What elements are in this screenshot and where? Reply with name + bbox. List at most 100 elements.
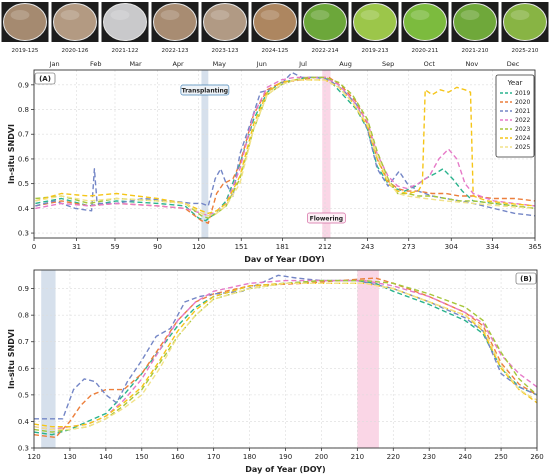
y-tick-label: 0.8: [18, 312, 29, 320]
legend-label-2023: 2023: [515, 126, 530, 133]
photo-dish: [303, 3, 347, 41]
y-tick-label: 0.3: [18, 230, 29, 238]
photo-highlight: [110, 10, 130, 20]
annotation-transplanting: Transplanting: [182, 88, 228, 95]
legend-label-2020: 2020: [515, 99, 530, 106]
photo-date-label: 2021-122: [112, 48, 139, 54]
series-line-2021: [34, 274, 538, 420]
series-line-2020: [33, 277, 538, 439]
plot-frame: [33, 269, 538, 449]
chart-a: 0 31 59 90 120 151 181 212 243 273 304 334 365 0.3 0.4…: [7, 60, 542, 262]
photo-dish: [3, 3, 47, 41]
y-tick-label: 0.5: [18, 391, 29, 399]
y-tick-label: 0.8: [18, 106, 29, 114]
month-label: Apr: [172, 60, 184, 68]
x-tick-label: 365: [528, 243, 541, 251]
month-label: Feb: [90, 60, 102, 68]
legend-label-2021: 2021: [515, 108, 530, 115]
y-tick-label: 0.3: [18, 445, 29, 453]
x-axis-title: Day of Year (DOY): [244, 255, 324, 262]
x-tick-label: 230: [423, 453, 436, 461]
annotation-box: [180, 84, 230, 96]
photo-highlight: [160, 10, 180, 20]
series-line-2024: [35, 79, 536, 214]
photo-highlight: [460, 10, 480, 20]
y-tick-label: 0.4: [18, 418, 30, 426]
y-tick-label: 0.9: [18, 285, 29, 293]
photo-dish: [503, 3, 547, 41]
month-label: Oct: [424, 60, 436, 68]
photo-highlight: [310, 10, 330, 20]
x-tick-label: 140: [99, 453, 112, 461]
x-tick-label: 210: [351, 453, 364, 461]
photo-dish: [353, 3, 397, 41]
photo-dish: [53, 3, 97, 41]
x-tick-label: 220: [387, 453, 400, 461]
photo-date-label: 2020-126: [62, 48, 89, 54]
legend-box: [495, 74, 535, 158]
x-tick-label: 160: [171, 453, 184, 461]
month-label: Jul: [298, 60, 307, 68]
month-label: Nov: [466, 60, 479, 68]
y-axis-title: In-situ SNDVI: [7, 329, 16, 389]
x-tick-label: 273: [402, 243, 415, 251]
annotation-box: [307, 212, 346, 224]
photo-dish: [253, 3, 297, 41]
x-tick-label: 181: [276, 243, 289, 251]
x-tick-label: 151: [235, 243, 248, 251]
month-label: Aug: [339, 60, 352, 68]
y-tick-label: 0.7: [18, 338, 29, 346]
y-tick-label: 0.4: [18, 205, 30, 213]
x-tick-label: 334: [486, 243, 500, 251]
legend-title: Year: [507, 79, 523, 87]
photo-highlight: [60, 10, 80, 20]
highlight-band: [322, 70, 331, 238]
x-tick-label: 243: [361, 243, 374, 251]
plot-frame: [33, 69, 536, 239]
photo-highlight: [210, 10, 230, 20]
x-tick-label: 240: [458, 453, 471, 461]
photo-highlight: [10, 10, 30, 20]
x-tick-label: 190: [279, 453, 292, 461]
month-label: Jun: [256, 60, 267, 68]
month-label: May: [213, 60, 227, 68]
x-tick-label: 260: [530, 453, 543, 461]
legend-label-2025: 2025: [515, 144, 530, 151]
panel-tag: (A): [39, 75, 51, 83]
field-photo-strip: 2019-125 2020-126 2021-122 2022-123 2023-123…: [1, 2, 549, 54]
highlight-band: [201, 70, 209, 238]
photo-highlight: [360, 10, 380, 20]
y-tick-label: 0.6: [18, 365, 30, 373]
photo-date-label: 2019-213: [362, 48, 389, 54]
month-label: Mar: [129, 60, 142, 68]
legend-label-2022: 2022: [515, 117, 530, 124]
photo-date-label: 2019-125: [12, 48, 39, 54]
x-axis-title: Day of Year (DOY): [245, 465, 325, 474]
photo-dish: [103, 3, 147, 41]
photo-date-label: 2020-211: [412, 48, 439, 54]
x-tick-label: 212: [318, 243, 331, 251]
x-tick-label: 90: [153, 243, 162, 251]
panel-tag-box: [34, 72, 56, 85]
legend-label-2019: 2019: [515, 90, 530, 97]
photo-date-label: 2025-210: [512, 48, 539, 54]
y-tick-label: 0.9: [18, 81, 29, 89]
highlight-band: [41, 270, 56, 448]
y-tick-label: 0.6: [18, 155, 30, 163]
photo-date-label: 2022-123: [162, 48, 189, 54]
highlight-band: [357, 270, 379, 448]
legend-label-2024: 2024: [515, 135, 530, 142]
y-tick-label: 0.7: [18, 131, 29, 139]
x-tick-label: 150: [135, 453, 148, 461]
x-tick-label: 120: [27, 453, 40, 461]
x-tick-label: 0: [32, 243, 36, 251]
x-tick-label: 170: [207, 453, 220, 461]
photo-date-label: 2022-214: [312, 48, 339, 54]
x-tick-label: 200: [315, 453, 328, 461]
x-tick-label: 120: [192, 243, 205, 251]
x-tick-label: 130: [63, 453, 76, 461]
month-label: Sep: [382, 60, 394, 68]
series-line-2025: [33, 282, 538, 431]
panel-tag: (B): [520, 275, 532, 283]
series-line-2023: [35, 76, 536, 219]
